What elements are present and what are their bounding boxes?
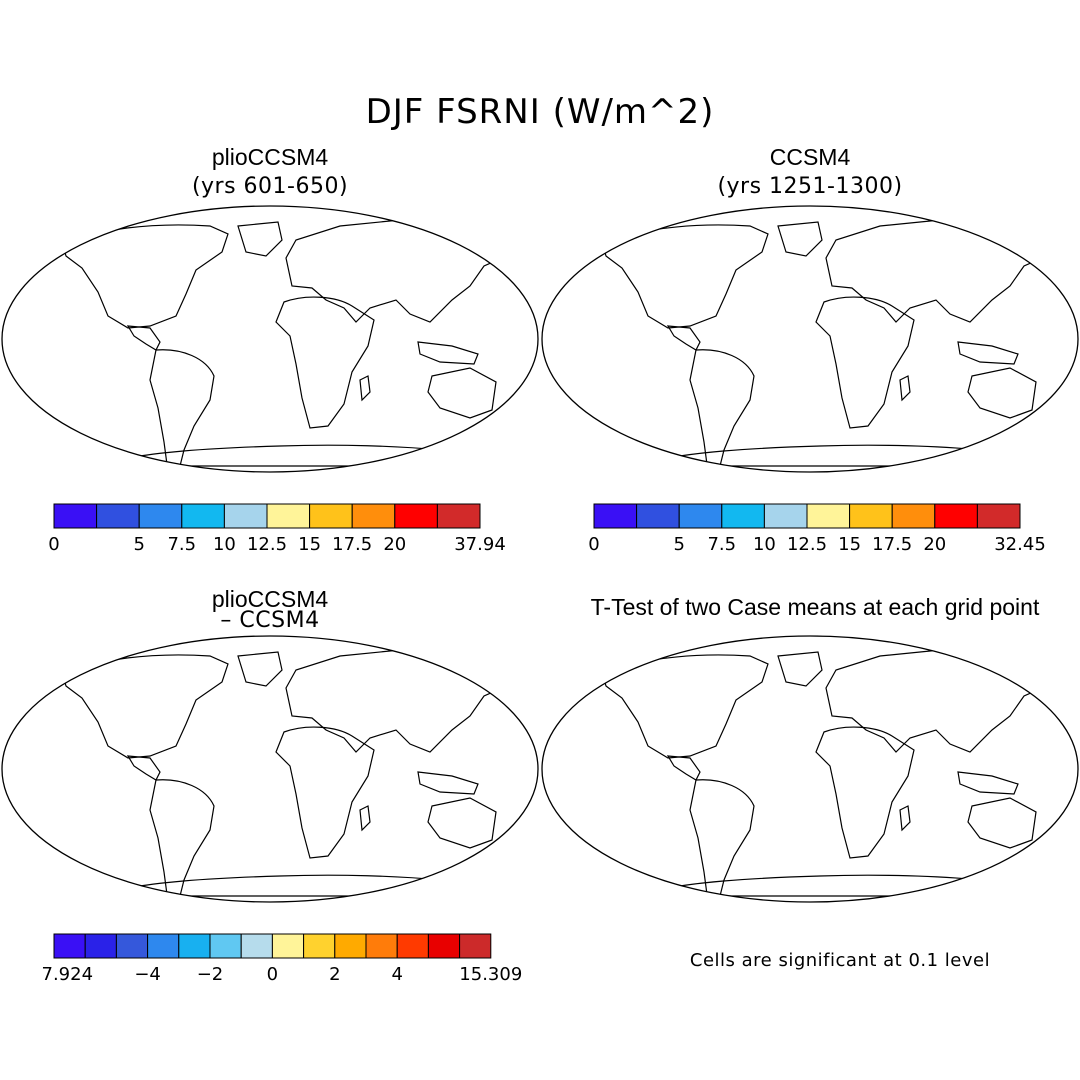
panel2-colorbar-tick-label: 0 bbox=[588, 534, 599, 555]
panel1-colorbar-tick-label: 7.5 bbox=[167, 534, 196, 555]
panel2-colorbar-tick-label: 32.45 bbox=[994, 534, 1046, 555]
panel3-colorbar-swatch bbox=[459, 933, 492, 959]
panel3-colorbar-swatch bbox=[115, 933, 149, 959]
panel2-colorbar-tick-label: 15 bbox=[838, 534, 861, 555]
panel1-colorbar-swatch bbox=[394, 503, 438, 529]
panel2-colorbar-tick-label: 12.5 bbox=[787, 534, 827, 555]
panel2-colorbar-swatch bbox=[891, 503, 936, 529]
panel2-map bbox=[541, 205, 1079, 473]
panel2-colorbar-tick-label: 7.5 bbox=[707, 534, 736, 555]
panel3-title: plioCCSM4 bbox=[211, 586, 329, 612]
panel3-colorbar-tick-label: 4 bbox=[391, 964, 402, 985]
panel3-colorbar-tick-label: −2 bbox=[197, 964, 224, 985]
panel1-colorbar-tick-label: 0 bbox=[48, 534, 59, 555]
panel3-colorbar-swatch bbox=[427, 933, 461, 959]
panel3-colorbar-swatch bbox=[84, 933, 117, 959]
panel2-title: CCSM4 bbox=[769, 144, 851, 170]
panel1-colorbar-tick-label: 17.5 bbox=[332, 534, 372, 555]
panel1-colorbar-swatch bbox=[53, 503, 98, 529]
panel2-colorbar-swatch bbox=[934, 503, 978, 529]
panel4-map bbox=[541, 635, 1079, 903]
panel2-colorbar-swatch bbox=[806, 503, 851, 529]
panel2-colorbar-swatch bbox=[763, 503, 808, 529]
panel1-colorbar-tick-label: 37.94 bbox=[454, 534, 506, 555]
panel3-colorbar-swatch bbox=[240, 933, 273, 959]
panel3-colorbar-tick-label: 15.309 bbox=[459, 964, 522, 985]
panel2-colorbar-tick-label: 17.5 bbox=[872, 534, 912, 555]
panel3-map bbox=[1, 635, 539, 903]
panel2-colorbar-swatch bbox=[721, 503, 765, 529]
panel2-colorbar: 0 5 7.5 10 12.5 15 17.5 20 32.45 bbox=[588, 503, 1046, 555]
panel1-colorbar-swatch bbox=[266, 503, 311, 529]
panel1-colorbar-tick-label: 10 bbox=[213, 534, 236, 555]
panel1-colorbar-tick-label: 15 bbox=[298, 534, 321, 555]
panel1-title: plioCCSM4 bbox=[211, 144, 329, 170]
panel3-colorbar-tick-label: −17.924 bbox=[40, 964, 93, 985]
panel3-colorbar-tick-label: −4 bbox=[134, 964, 161, 985]
panel2-colorbar-swatch bbox=[678, 503, 723, 529]
panel3-colorbar-swatch bbox=[365, 933, 398, 959]
panel1-colorbar-tick-label: 12.5 bbox=[247, 534, 287, 555]
panel1-colorbar-tick-label: 20 bbox=[383, 534, 406, 555]
panel1-colorbar-swatch bbox=[309, 503, 353, 529]
panel2-colorbar-swatch bbox=[636, 503, 680, 529]
panel1-colorbar-swatch bbox=[181, 503, 225, 529]
panel1-colorbar-swatch bbox=[351, 503, 396, 529]
panel3-colorbar-swatch bbox=[396, 933, 429, 959]
panel3-colorbar-swatch bbox=[53, 933, 86, 959]
panel1-colorbar-swatch bbox=[138, 503, 183, 529]
panel2-colorbar-swatch bbox=[593, 503, 638, 529]
panel4-title: T-Test of two Case means at each grid po… bbox=[590, 594, 1040, 620]
panel1-colorbar-tick-label: 5 bbox=[133, 534, 144, 555]
panel3-colorbar-swatch bbox=[209, 933, 242, 959]
panel2-colorbar-tick-label: 20 bbox=[923, 534, 946, 555]
panel1-map bbox=[1, 205, 539, 473]
main-title: DJF FSRNI (W/m^2) bbox=[365, 92, 715, 132]
panel3-colorbar-swatch bbox=[147, 933, 180, 959]
panel2-subtitle: (yrs 1251-1300) bbox=[717, 174, 903, 199]
panel3-colorbar-tick-label: 2 bbox=[329, 964, 340, 985]
panel1-colorbar-swatch bbox=[436, 503, 481, 529]
panel3-colorbar-swatch bbox=[271, 933, 305, 959]
panel1-colorbar: 0 5 7.5 10 12.5 15 17.5 20 37.94 bbox=[48, 503, 506, 555]
panel3-colorbar-swatch bbox=[178, 933, 211, 959]
panel2-colorbar-tick-label: 5 bbox=[673, 534, 684, 555]
panel1-subtitle: (yrs 601-650) bbox=[191, 174, 349, 199]
panel3-colorbar-swatch bbox=[303, 933, 336, 959]
panel2-colorbar-tick-label: 10 bbox=[753, 534, 776, 555]
panel3-subtitle: – CCSM4 bbox=[220, 608, 320, 633]
panel3-colorbar: −17.924 −4 −2 0 2 4 15.309 bbox=[40, 933, 522, 985]
significance-note: Cells are significant at 0.1 level bbox=[689, 950, 991, 971]
panel1-colorbar-swatch bbox=[96, 503, 140, 529]
panel2-colorbar-swatch bbox=[976, 503, 1021, 529]
panel3-colorbar-tick-label: 0 bbox=[267, 964, 278, 985]
panel3-colorbar-swatch bbox=[334, 933, 367, 959]
panel2-colorbar-swatch bbox=[849, 503, 893, 529]
panel1-colorbar-swatch bbox=[223, 503, 268, 529]
